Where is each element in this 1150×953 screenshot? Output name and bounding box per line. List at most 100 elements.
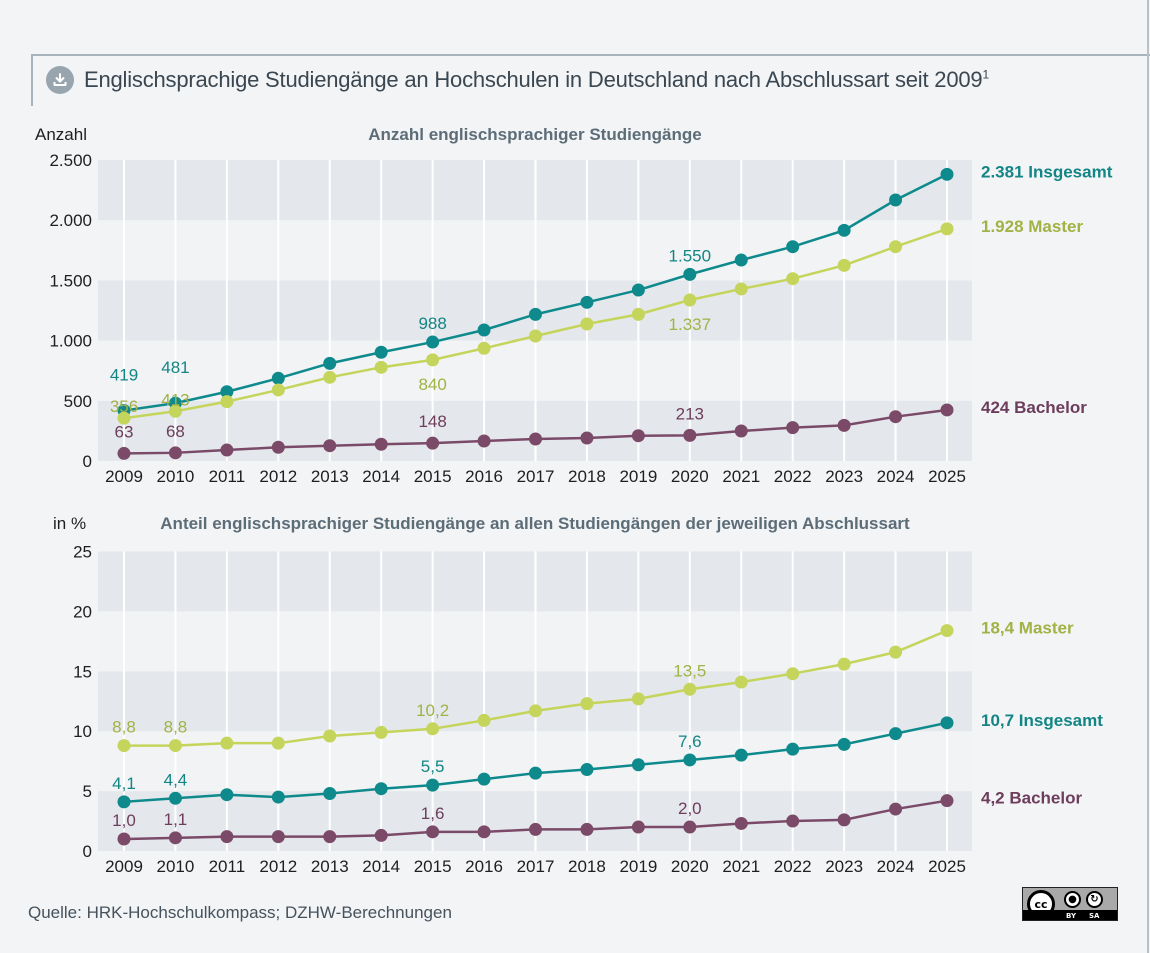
frame-border-right bbox=[1147, 0, 1149, 953]
data-point-master bbox=[529, 329, 542, 343]
x-tick-label: 2023 bbox=[825, 467, 863, 486]
data-point-master bbox=[477, 713, 491, 727]
data-point-master bbox=[168, 739, 182, 753]
data-point-insgesamt bbox=[477, 772, 491, 786]
data-point-bachelor bbox=[580, 431, 594, 445]
data-point-insgesamt bbox=[323, 356, 337, 370]
data-label-insgesamt: 7,6 bbox=[678, 732, 702, 751]
data-label-bachelor: 2,0 bbox=[678, 799, 702, 818]
y-tick-label: 15 bbox=[73, 662, 92, 681]
data-point-master bbox=[940, 624, 954, 638]
data-point-insgesamt bbox=[426, 778, 440, 792]
download-icon[interactable] bbox=[46, 66, 74, 94]
data-point-master bbox=[580, 697, 594, 711]
x-tick-label: 2025 bbox=[928, 857, 966, 876]
attribution-icon: ● bbox=[1064, 891, 1081, 908]
data-point-master bbox=[631, 692, 645, 706]
data-point-master bbox=[477, 341, 491, 355]
y-tick-label: 5 bbox=[83, 782, 92, 801]
data-point-bachelor bbox=[271, 440, 285, 454]
data-point-insgesamt bbox=[734, 748, 748, 762]
x-tick-label: 2014 bbox=[362, 857, 400, 876]
data-point-insgesamt bbox=[374, 782, 388, 796]
data-point-master bbox=[529, 704, 542, 718]
data-point-insgesamt bbox=[734, 253, 748, 267]
data-point-bachelor bbox=[734, 424, 748, 438]
data-point-insgesamt bbox=[117, 795, 131, 809]
data-label-master: 10,2 bbox=[416, 701, 449, 720]
data-point-insgesamt bbox=[631, 758, 645, 772]
data-point-bachelor bbox=[683, 820, 697, 834]
y-tick-label: 1.000 bbox=[49, 332, 92, 351]
x-tick-label: 2025 bbox=[928, 467, 966, 486]
data-point-master bbox=[220, 736, 234, 750]
data-point-master bbox=[580, 317, 594, 331]
data-point-bachelor bbox=[734, 816, 748, 830]
x-tick-label: 2019 bbox=[619, 467, 657, 486]
data-label-bachelor: 1,6 bbox=[421, 804, 445, 823]
x-tick-label: 2015 bbox=[414, 857, 452, 876]
data-point-insgesamt bbox=[271, 790, 285, 804]
x-tick-label: 2009 bbox=[105, 857, 143, 876]
y-tick-label: 20 bbox=[73, 602, 92, 621]
license-strip: BY SA bbox=[1023, 910, 1117, 920]
data-point-insgesamt bbox=[631, 283, 645, 297]
data-point-bachelor bbox=[529, 822, 542, 836]
data-point-insgesamt bbox=[168, 791, 182, 805]
data-point-bachelor bbox=[168, 831, 182, 845]
data-label-bachelor: 148 bbox=[418, 412, 446, 431]
data-point-insgesamt bbox=[220, 385, 234, 399]
x-tick-label: 2014 bbox=[362, 467, 400, 486]
data-point-master bbox=[683, 293, 697, 307]
data-label-insgesamt: 419 bbox=[110, 366, 138, 385]
x-tick-label: 2024 bbox=[877, 467, 915, 486]
footnote-marker: 1 bbox=[982, 67, 989, 82]
cc-license-badge[interactable]: cc ● ↻ BY SA bbox=[1022, 887, 1118, 921]
data-point-insgesamt bbox=[683, 267, 697, 281]
end-label-insgesamt: 10,7 Insgesamt bbox=[981, 711, 1103, 730]
x-tick-label: 2011 bbox=[209, 467, 246, 486]
x-tick-label: 2015 bbox=[414, 467, 452, 486]
x-tick-label: 2022 bbox=[774, 467, 812, 486]
data-point-bachelor bbox=[631, 820, 645, 834]
data-point-master bbox=[786, 667, 800, 681]
end-label-master: 18,4 Master bbox=[981, 619, 1074, 638]
data-point-insgesamt bbox=[683, 753, 697, 767]
end-label-insgesamt: 2.381 Insgesamt bbox=[981, 162, 1113, 181]
y-tick-label: 25 bbox=[73, 543, 92, 562]
data-point-bachelor bbox=[940, 403, 954, 417]
x-tick-label: 2021 bbox=[722, 467, 760, 486]
data-point-insgesamt bbox=[786, 742, 800, 756]
chart-title: Anzahl englischsprachiger Studiengänge bbox=[368, 125, 701, 144]
data-label-bachelor: 68 bbox=[166, 422, 185, 441]
data-point-master bbox=[374, 360, 388, 374]
chart-title: Anteil englischsprachiger Studiengänge a… bbox=[160, 514, 910, 533]
data-label-bachelor: 1,1 bbox=[164, 810, 188, 829]
data-label-insgesamt: 4,1 bbox=[112, 774, 136, 793]
data-point-insgesamt bbox=[580, 295, 594, 309]
data-label-master: 13,5 bbox=[673, 661, 706, 680]
data-label-bachelor: 1,0 bbox=[112, 811, 136, 830]
license-sa-label: SA bbox=[1089, 912, 1100, 920]
data-point-insgesamt bbox=[580, 763, 594, 777]
data-point-bachelor bbox=[683, 428, 697, 442]
data-label-master: 840 bbox=[418, 375, 446, 394]
y-axis-label: Anzahl bbox=[35, 125, 87, 144]
y-tick-label: 0 bbox=[83, 842, 92, 861]
data-point-insgesamt bbox=[271, 371, 285, 385]
x-tick-label: 2020 bbox=[671, 857, 709, 876]
frame-border-left bbox=[31, 54, 33, 106]
data-label-master: 356 bbox=[110, 397, 138, 416]
x-tick-label: 2021 bbox=[722, 857, 760, 876]
y-tick-label: 2.000 bbox=[49, 211, 92, 230]
data-point-bachelor bbox=[786, 814, 800, 828]
data-point-master bbox=[374, 725, 388, 739]
data-point-master bbox=[683, 682, 697, 696]
frame-border-top bbox=[31, 54, 1150, 56]
data-point-bachelor bbox=[631, 429, 645, 443]
page-title: Englischsprachige Studiengänge an Hochsc… bbox=[84, 67, 989, 93]
data-label-insgesamt: 1.550 bbox=[669, 246, 712, 265]
end-label-bachelor: 4,2 Bachelor bbox=[981, 789, 1082, 808]
x-tick-label: 2019 bbox=[619, 857, 657, 876]
